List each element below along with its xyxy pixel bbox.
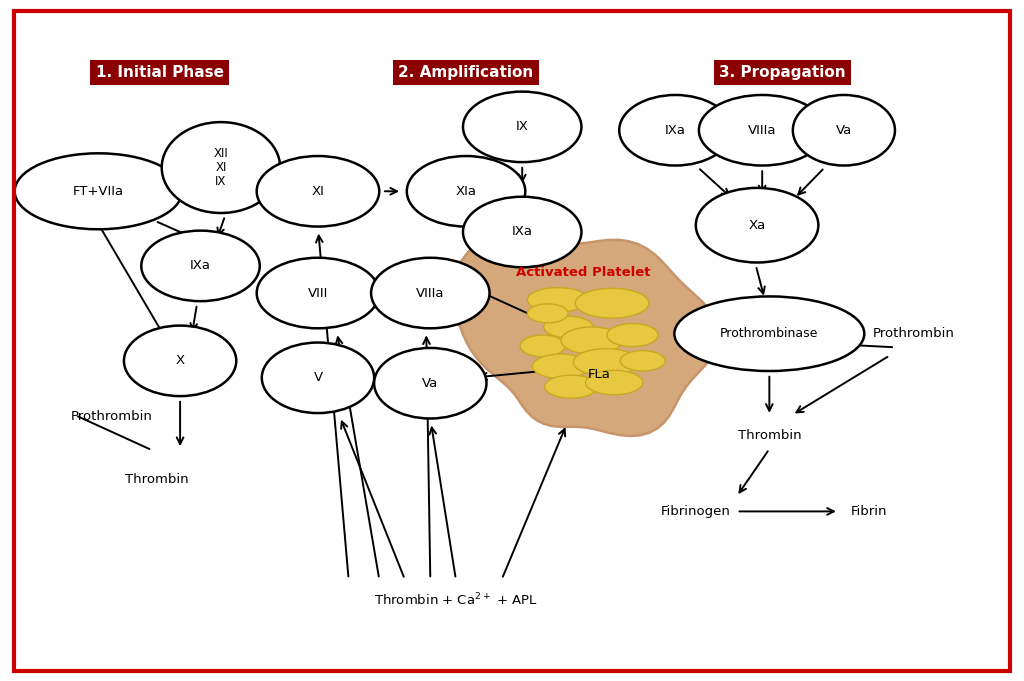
Text: 3. Propagation: 3. Propagation <box>719 65 846 80</box>
Text: Activated Platelet: Activated Platelet <box>516 266 650 279</box>
Ellipse shape <box>621 351 666 371</box>
Ellipse shape <box>14 153 182 229</box>
Ellipse shape <box>162 122 281 213</box>
Ellipse shape <box>545 375 598 398</box>
Ellipse shape <box>561 327 623 354</box>
Text: Va: Va <box>836 124 852 137</box>
Text: FT+VIIa: FT+VIIa <box>73 185 124 197</box>
Text: Va: Va <box>422 377 438 390</box>
Ellipse shape <box>696 188 818 262</box>
Text: IX: IX <box>516 121 528 133</box>
Ellipse shape <box>527 287 589 312</box>
Ellipse shape <box>575 288 649 318</box>
Ellipse shape <box>586 370 643 395</box>
Polygon shape <box>454 236 723 436</box>
Text: Fibrinogen: Fibrinogen <box>660 505 731 518</box>
Text: VIIIa: VIIIa <box>748 124 776 137</box>
Text: IXa: IXa <box>190 259 211 272</box>
Text: VIII: VIII <box>308 287 328 300</box>
Text: VIIIa: VIIIa <box>416 287 444 300</box>
Text: Thrombin + Ca$^{2+}$ + APL: Thrombin + Ca$^{2+}$ + APL <box>374 591 538 608</box>
Text: Prothrombinase: Prothrombinase <box>720 327 818 340</box>
Ellipse shape <box>544 316 593 338</box>
Text: IXa: IXa <box>512 225 532 238</box>
Ellipse shape <box>374 348 486 419</box>
Text: V: V <box>313 371 323 384</box>
Ellipse shape <box>620 95 731 165</box>
Text: Fibrin: Fibrin <box>851 505 888 518</box>
Ellipse shape <box>607 323 658 347</box>
Text: Prothrombin: Prothrombin <box>71 410 153 423</box>
Text: Prothrombin: Prothrombin <box>872 327 954 340</box>
Ellipse shape <box>463 91 582 162</box>
Text: Xa: Xa <box>749 219 766 232</box>
Ellipse shape <box>675 296 864 371</box>
Ellipse shape <box>532 354 590 379</box>
Text: 2. Amplification: 2. Amplification <box>398 65 534 80</box>
Ellipse shape <box>699 95 825 165</box>
Ellipse shape <box>257 156 379 227</box>
Ellipse shape <box>527 304 568 323</box>
Text: X: X <box>175 354 184 367</box>
Text: XI: XI <box>311 185 325 197</box>
Text: IXa: IXa <box>665 124 686 137</box>
Ellipse shape <box>573 349 639 376</box>
Ellipse shape <box>463 197 582 267</box>
Text: XII
XI
IX: XII XI IX <box>214 147 228 188</box>
Text: FLa: FLa <box>588 368 610 381</box>
Ellipse shape <box>371 257 489 328</box>
Ellipse shape <box>124 326 237 396</box>
Text: XIa: XIa <box>456 185 476 197</box>
Text: Thrombin: Thrombin <box>737 429 801 442</box>
Ellipse shape <box>793 95 895 165</box>
Ellipse shape <box>407 156 525 227</box>
Ellipse shape <box>520 335 565 357</box>
Ellipse shape <box>141 231 260 301</box>
Text: 1. Initial Phase: 1. Initial Phase <box>95 65 223 80</box>
Text: Thrombin: Thrombin <box>125 473 188 486</box>
Ellipse shape <box>262 343 374 413</box>
Ellipse shape <box>257 257 379 328</box>
